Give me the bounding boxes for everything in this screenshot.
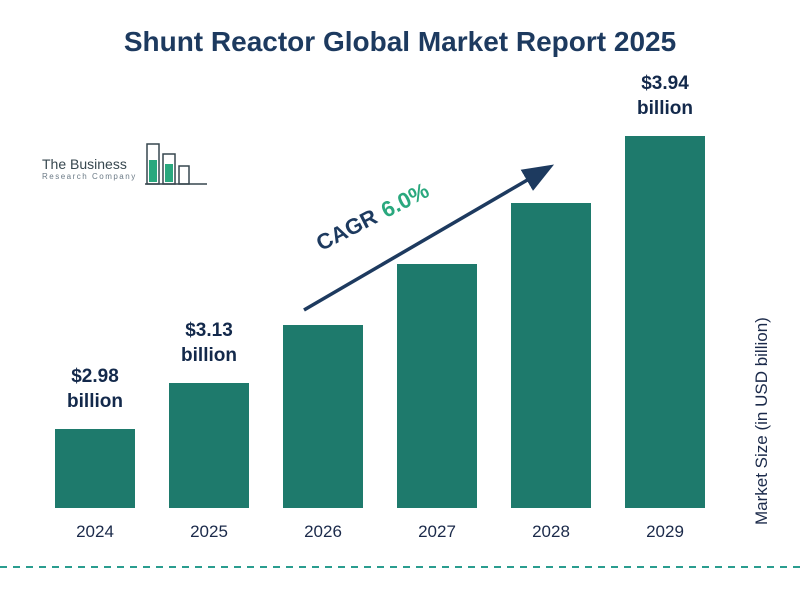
bar-value-label-2024: $2.98 billion [67,365,123,413]
x-tick-label-2024: 2024 [76,522,114,541]
bar-2028 [511,203,591,508]
bar-2026 [283,325,363,508]
bar-column-2024: $2.98 billion 2024 [55,364,135,542]
bar-2024 [55,429,135,508]
logo-line2: Research Company [42,172,137,181]
company-logo: The Business Research Company [42,142,215,192]
bar-2029 [625,136,705,508]
bar-column-2029: $3.94 billion 2029 [625,71,705,542]
x-tick-label-2027: 2027 [418,522,456,541]
logo-line1: The Business [42,156,127,172]
bar-column-2026: 2026 [283,325,363,542]
bar-column-2025: $3.13 billion 2025 [169,318,249,542]
chart-title: Shunt Reactor Global Market Report 2025 [123,26,677,57]
x-tick-label-2028: 2028 [532,522,570,541]
x-tick-label-2026: 2026 [304,522,342,541]
bottom-dashed-divider [0,566,800,568]
logo-text: The Business Research Company [42,142,137,181]
bar-value-label-2025: $3.13 billion [181,319,237,367]
bar-chart: $2.98 billion 2024 $3.13 billion 2025 2026 2027… [55,64,705,542]
bar-value-label-2029: $3.94 billion [637,72,693,120]
bar-2025 [169,383,249,508]
logo-bars-icon [144,143,207,185]
x-tick-label-2025: 2025 [190,522,228,541]
bar-2027 [397,264,477,508]
y-axis-label: Market Size (in USD billion) [752,317,771,525]
bar-column-2027: 2027 [397,264,477,542]
x-tick-label-2029: 2029 [646,522,684,541]
bar-column-2028: 2028 [511,203,591,542]
